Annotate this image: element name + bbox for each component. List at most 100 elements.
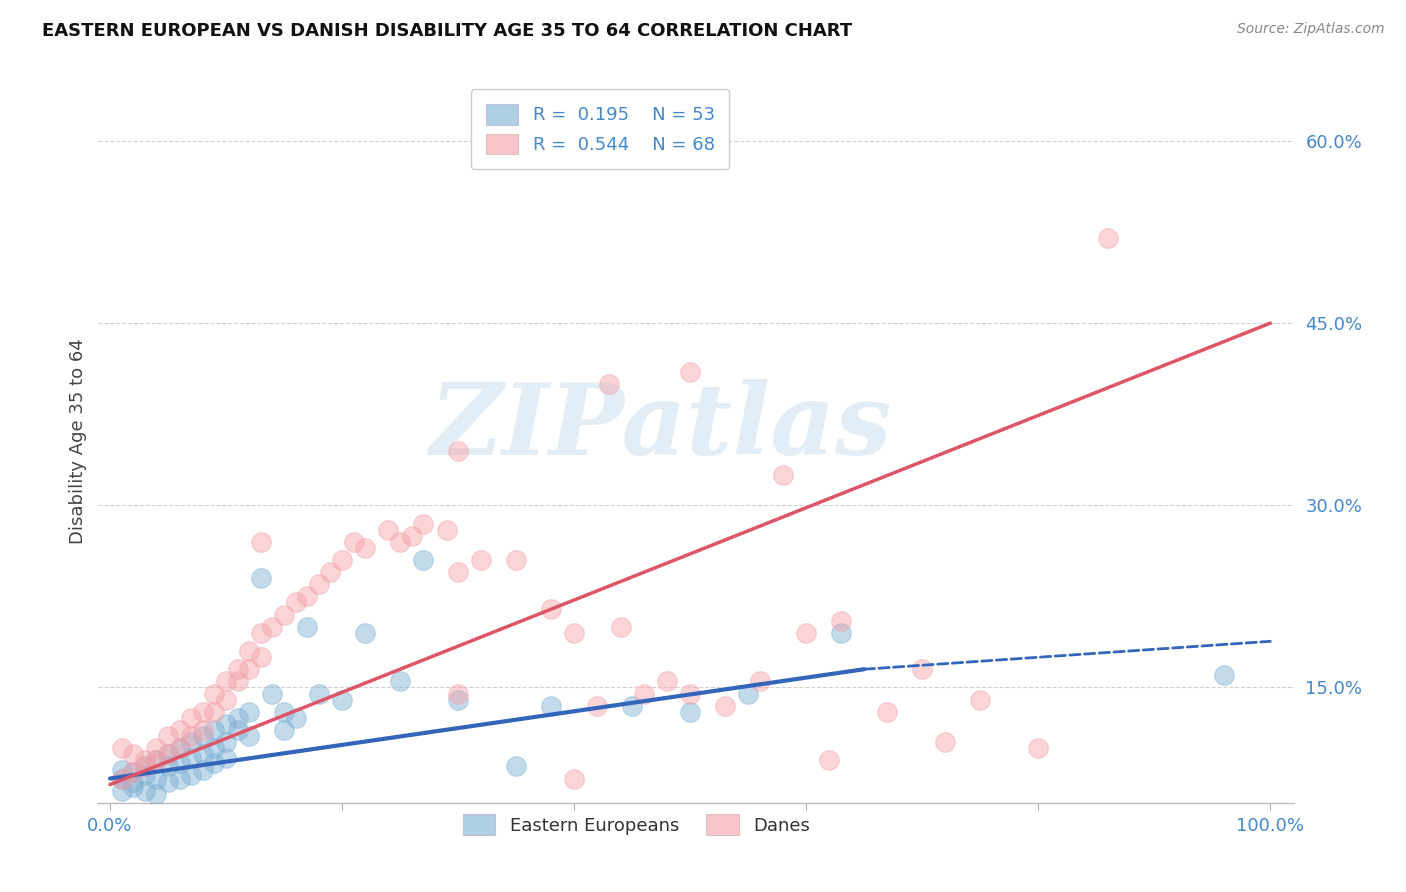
Point xyxy=(122,747,145,762)
Point xyxy=(934,735,956,749)
Point xyxy=(354,625,377,640)
Y-axis label: Disability Age 35 to 64: Disability Age 35 to 64 xyxy=(69,339,87,544)
Point xyxy=(308,577,330,591)
Point xyxy=(679,686,702,700)
Point xyxy=(169,723,191,737)
Point xyxy=(794,625,817,640)
Point xyxy=(250,534,273,549)
Point xyxy=(122,780,145,794)
Point xyxy=(204,705,226,719)
Point xyxy=(540,601,562,615)
Point xyxy=(204,741,226,756)
Point xyxy=(562,625,585,640)
Point xyxy=(157,747,180,762)
Point xyxy=(204,686,226,700)
Point xyxy=(297,590,319,604)
Point xyxy=(122,765,145,780)
Point xyxy=(111,783,134,797)
Point xyxy=(122,765,145,780)
Point xyxy=(238,662,260,676)
Point xyxy=(354,541,377,555)
Point xyxy=(343,534,366,549)
Point xyxy=(330,553,353,567)
Point xyxy=(273,723,295,737)
Point xyxy=(308,686,330,700)
Point xyxy=(111,772,134,786)
Point xyxy=(204,723,226,737)
Point xyxy=(157,747,180,762)
Point xyxy=(145,753,167,767)
Point xyxy=(111,763,134,777)
Point xyxy=(122,775,145,789)
Point xyxy=(540,698,562,713)
Point xyxy=(1212,668,1234,682)
Point xyxy=(204,756,226,770)
Point xyxy=(297,620,319,634)
Point xyxy=(262,686,284,700)
Point xyxy=(1097,231,1119,245)
Point xyxy=(134,753,156,767)
Point xyxy=(180,768,202,782)
Point xyxy=(191,705,214,719)
Point xyxy=(215,717,238,731)
Point xyxy=(609,620,631,634)
Point xyxy=(319,565,342,579)
Point xyxy=(180,711,202,725)
Point xyxy=(505,553,527,567)
Point xyxy=(598,376,620,391)
Point xyxy=(180,735,202,749)
Point xyxy=(447,565,470,579)
Point xyxy=(633,686,655,700)
Point xyxy=(621,698,644,713)
Point xyxy=(215,751,238,765)
Point xyxy=(679,705,702,719)
Point xyxy=(401,529,423,543)
Point xyxy=(169,741,191,756)
Point xyxy=(134,768,156,782)
Point xyxy=(505,759,527,773)
Point xyxy=(238,644,260,658)
Point xyxy=(191,723,214,737)
Text: Source: ZipAtlas.com: Source: ZipAtlas.com xyxy=(1237,22,1385,37)
Point xyxy=(238,705,260,719)
Point xyxy=(679,365,702,379)
Legend: Eastern Europeans, Danes: Eastern Europeans, Danes xyxy=(454,805,818,845)
Point xyxy=(226,723,249,737)
Point xyxy=(714,698,737,713)
Point xyxy=(145,787,167,801)
Point xyxy=(157,729,180,743)
Point xyxy=(226,674,249,689)
Point xyxy=(191,747,214,762)
Point xyxy=(562,772,585,786)
Point xyxy=(436,523,458,537)
Point xyxy=(111,741,134,756)
Point xyxy=(215,692,238,706)
Point xyxy=(389,674,412,689)
Point xyxy=(145,772,167,786)
Point xyxy=(737,686,759,700)
Point xyxy=(470,553,492,567)
Point xyxy=(134,759,156,773)
Text: ZIPatlas: ZIPatlas xyxy=(429,379,891,475)
Point xyxy=(191,729,214,743)
Point xyxy=(412,516,434,531)
Point xyxy=(377,523,399,537)
Point xyxy=(226,711,249,725)
Point xyxy=(169,741,191,756)
Point xyxy=(969,692,991,706)
Point xyxy=(145,741,167,756)
Point xyxy=(447,692,470,706)
Point xyxy=(157,775,180,789)
Point xyxy=(586,698,609,713)
Point xyxy=(157,759,180,773)
Text: EASTERN EUROPEAN VS DANISH DISABILITY AGE 35 TO 64 CORRELATION CHART: EASTERN EUROPEAN VS DANISH DISABILITY AG… xyxy=(42,22,852,40)
Point xyxy=(250,571,273,585)
Point xyxy=(330,692,353,706)
Point xyxy=(134,783,156,797)
Point xyxy=(830,625,852,640)
Point xyxy=(389,534,412,549)
Point xyxy=(284,595,307,609)
Point xyxy=(250,650,273,665)
Point xyxy=(876,705,898,719)
Point xyxy=(145,753,167,767)
